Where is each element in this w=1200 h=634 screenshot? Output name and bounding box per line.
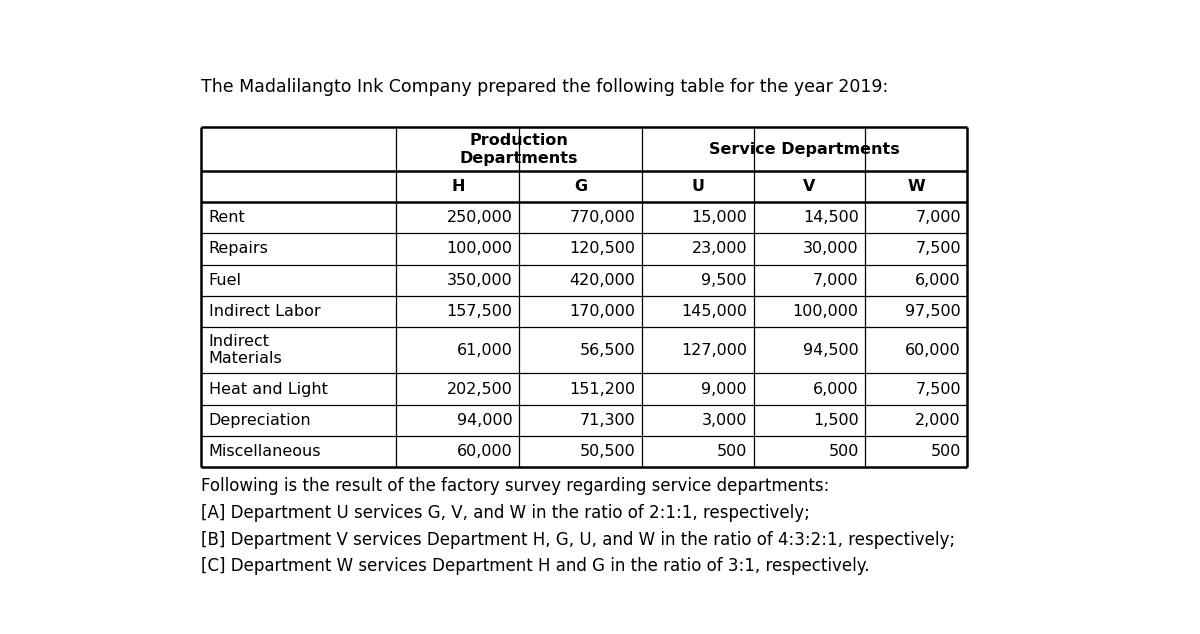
Text: 2,000: 2,000 [916, 413, 961, 428]
Text: 100,000: 100,000 [793, 304, 859, 319]
Text: 14,500: 14,500 [803, 210, 859, 225]
Text: 6,000: 6,000 [814, 382, 859, 396]
Text: Depreciation: Depreciation [209, 413, 311, 428]
Text: 100,000: 100,000 [446, 242, 512, 256]
Text: 350,000: 350,000 [446, 273, 512, 288]
Text: 7,500: 7,500 [916, 242, 961, 256]
Text: 1,500: 1,500 [812, 413, 859, 428]
Text: 15,000: 15,000 [691, 210, 748, 225]
Text: 94,500: 94,500 [803, 343, 859, 358]
Text: 500: 500 [716, 444, 748, 459]
Text: 71,300: 71,300 [580, 413, 636, 428]
Text: 61,000: 61,000 [457, 343, 512, 358]
Text: W: W [907, 179, 925, 194]
Text: 127,000: 127,000 [682, 343, 748, 358]
Text: Indirect Labor: Indirect Labor [209, 304, 320, 319]
Text: V: V [803, 179, 816, 194]
Text: 7,500: 7,500 [916, 382, 961, 396]
Text: Heat and Light: Heat and Light [209, 382, 328, 396]
Text: Production
Departments: Production Departments [460, 133, 578, 165]
Text: [C] Department W services Department H and G in the ratio of 3:1, respectively.: [C] Department W services Department H a… [202, 557, 870, 576]
Text: [B] Department V services Department H, G, U, and W in the ratio of 4:3:2:1, res: [B] Department V services Department H, … [202, 531, 955, 548]
Text: 97,500: 97,500 [905, 304, 961, 319]
Text: 60,000: 60,000 [905, 343, 961, 358]
Text: 9,000: 9,000 [702, 382, 748, 396]
Text: 157,500: 157,500 [446, 304, 512, 319]
Text: 500: 500 [828, 444, 859, 459]
Text: 30,000: 30,000 [803, 242, 859, 256]
Text: Service Departments: Service Departments [709, 142, 900, 157]
Text: 94,000: 94,000 [457, 413, 512, 428]
Text: Fuel: Fuel [209, 273, 241, 288]
Text: The Madalilangto Ink Company prepared the following table for the year 2019:: The Madalilangto Ink Company prepared th… [202, 77, 888, 96]
Text: 770,000: 770,000 [570, 210, 636, 225]
Text: Following is the result of the factory survey regarding service departments:: Following is the result of the factory s… [202, 477, 829, 495]
Text: 6,000: 6,000 [916, 273, 961, 288]
Text: 500: 500 [930, 444, 961, 459]
Text: U: U [691, 179, 704, 194]
Text: 202,500: 202,500 [446, 382, 512, 396]
Text: Rent: Rent [209, 210, 245, 225]
Text: 50,500: 50,500 [580, 444, 636, 459]
Text: 7,000: 7,000 [916, 210, 961, 225]
Text: 23,000: 23,000 [691, 242, 748, 256]
Text: 250,000: 250,000 [446, 210, 512, 225]
Text: 420,000: 420,000 [570, 273, 636, 288]
Text: Repairs: Repairs [209, 242, 269, 256]
Text: 3,000: 3,000 [702, 413, 748, 428]
Text: H: H [451, 179, 464, 194]
Text: 60,000: 60,000 [457, 444, 512, 459]
Text: 120,500: 120,500 [570, 242, 636, 256]
Text: 7,000: 7,000 [814, 273, 859, 288]
Text: Indirect
Materials: Indirect Materials [209, 334, 282, 366]
Text: 170,000: 170,000 [570, 304, 636, 319]
Text: Miscellaneous: Miscellaneous [209, 444, 322, 459]
Text: 56,500: 56,500 [580, 343, 636, 358]
Text: 145,000: 145,000 [682, 304, 748, 319]
Text: 151,200: 151,200 [569, 382, 636, 396]
Text: [A] Department U services G, V, and W in the ratio of 2:1:1, respectively;: [A] Department U services G, V, and W in… [202, 504, 810, 522]
Text: 9,500: 9,500 [702, 273, 748, 288]
Text: G: G [574, 179, 587, 194]
